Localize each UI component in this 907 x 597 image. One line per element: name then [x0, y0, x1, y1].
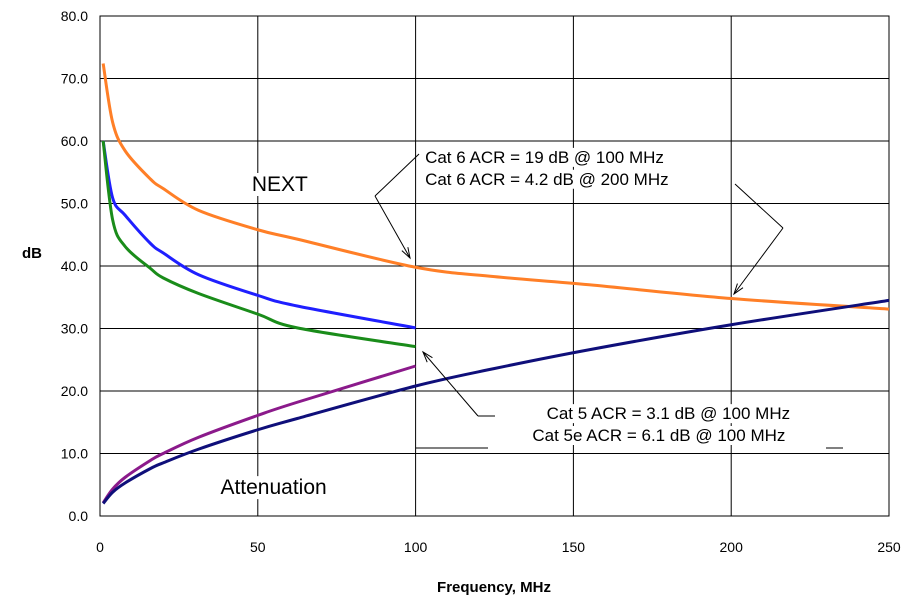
y-tick-label-7: 70.0 — [61, 71, 88, 87]
x-tick-label-5: 250 — [877, 539, 901, 555]
series-line-4 — [101, 298, 890, 505]
annotation-bg-1 — [217, 476, 330, 500]
annotation-bg-2 — [422, 147, 667, 167]
y-tick-label-3: 30.0 — [61, 321, 88, 337]
y-tick-label-1: 10.0 — [61, 446, 88, 462]
annotation-arrows — [374, 153, 843, 449]
x-tick-label-2: 100 — [404, 539, 428, 555]
series-line-1 — [101, 140, 416, 330]
arrow-cat6-100mhz — [374, 195, 411, 259]
annotation-1: Attenuation — [220, 476, 326, 499]
arrow-cat6-100mhz-head — [401, 247, 411, 260]
x-tick-label-4: 200 — [720, 539, 744, 555]
annotation-2: Cat 6 ACR = 19 dB @ 100 MHz — [425, 148, 664, 167]
y-tick-label-5: 50.0 — [61, 196, 88, 212]
annotation-bg-4 — [543, 404, 794, 424]
x-tick-label-1: 50 — [250, 539, 266, 555]
y-tick-label-6: 60.0 — [61, 133, 88, 149]
series-line-0 — [101, 63, 890, 311]
y-axis-title: dB — [22, 245, 42, 262]
series-lines — [101, 63, 890, 505]
arrow-cat6-200mhz-head — [733, 283, 744, 296]
arrow-cat6-upper-left — [374, 153, 420, 197]
annotation-bg-0 — [248, 173, 312, 196]
series-line-2 — [101, 140, 416, 349]
y-tick-label-2: 20.0 — [61, 383, 88, 399]
annotation-5: Cat 5e ACR = 6.1 dB @ 100 MHz — [532, 426, 785, 445]
arrow-cat6-upper-right — [734, 183, 784, 229]
x-tick-label-0: 0 — [96, 539, 104, 555]
annotation-bg-5 — [529, 426, 789, 445]
x-tick-labels: 0 50 100 150 200 250 — [96, 539, 901, 555]
annotation-4: Cat 5 ACR = 3.1 dB @ 100 MHz — [547, 404, 791, 423]
x-axis-title: Frequency, MHz — [437, 579, 551, 596]
annotation-0: NEXT — [252, 173, 308, 196]
annotations: NEXT Attenuation Cat 6 ACR = 19 dB @ 100 M… — [217, 147, 794, 500]
series-line-3 — [101, 364, 417, 504]
arrow-cat5-100mhz-head — [421, 350, 433, 363]
y-tick-labels: 0.0 10.0 20.0 30.0 40.0 50.0 60.0 70.0 80.0 — [61, 8, 88, 524]
arrow-cat5-100mhz — [422, 351, 479, 417]
y-tick-label-4: 40.0 — [61, 258, 88, 274]
y-tick-label-0: 0.0 — [69, 508, 89, 524]
annotation-bg-3 — [422, 169, 672, 189]
arrow-cat6-200mhz — [733, 227, 784, 295]
x-tick-label-3: 150 — [562, 539, 586, 555]
annotation-3: Cat 6 ACR = 4.2 dB @ 200 MHz — [425, 170, 669, 189]
grid-lines — [99, 15, 890, 517]
y-tick-label-8: 80.0 — [61, 8, 88, 24]
